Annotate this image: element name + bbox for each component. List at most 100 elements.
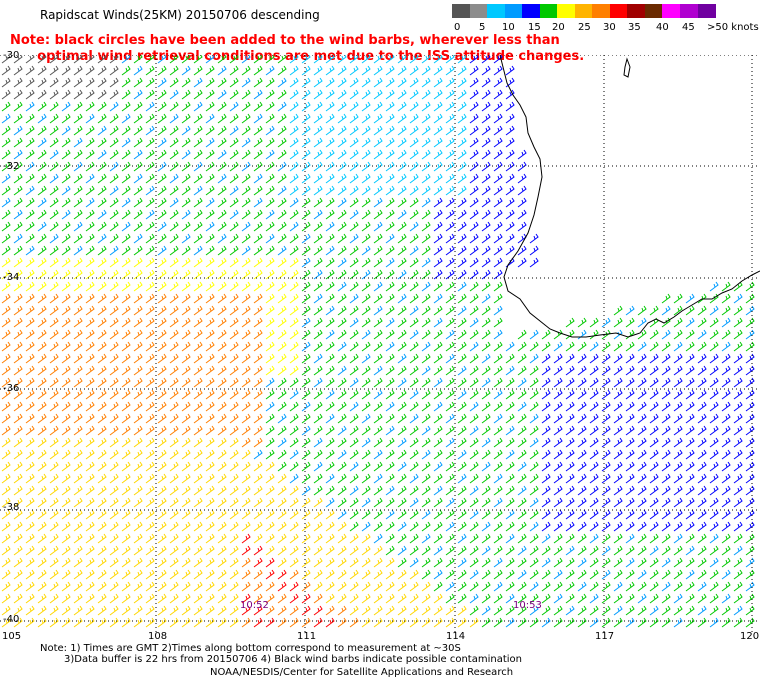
wind-barb <box>121 89 131 100</box>
wind-barb <box>337 173 347 184</box>
wind-barb <box>433 461 443 472</box>
wind-barb <box>1 281 11 292</box>
wind-barb <box>61 101 71 112</box>
legend-swatch <box>627 4 646 18</box>
wind-barb <box>121 365 131 376</box>
wind-barb <box>181 209 191 220</box>
wind-barb <box>349 125 359 136</box>
wind-barb <box>109 485 119 496</box>
wind-barb <box>517 401 527 412</box>
wind-barb <box>517 557 527 568</box>
wind-barb <box>121 269 131 280</box>
wind-barb <box>457 77 467 88</box>
wind-barb <box>493 149 503 160</box>
lat-lon-grid <box>0 55 760 633</box>
wind-barb <box>193 233 203 244</box>
wind-barb <box>133 101 143 112</box>
wind-barb <box>37 281 47 292</box>
wind-barb <box>85 437 95 448</box>
wind-barb <box>97 221 107 232</box>
wind-barb <box>709 425 719 436</box>
wind-barb <box>349 221 359 232</box>
wind-barb <box>193 497 203 508</box>
wind-barb <box>541 581 551 592</box>
wind-barb <box>37 125 47 136</box>
wind-barb <box>97 137 107 148</box>
wind-barb <box>121 329 131 340</box>
wind-barb <box>445 233 455 244</box>
wind-barb <box>373 305 383 316</box>
wind-barb <box>109 389 119 400</box>
wind-barb <box>529 365 539 376</box>
wind-barb <box>121 305 131 316</box>
wind-barb <box>469 77 479 88</box>
wind-barb <box>13 137 23 148</box>
wind-barb <box>181 605 191 616</box>
wind-barb <box>445 485 455 496</box>
wind-barb <box>469 197 479 208</box>
wind-barb <box>421 55 431 64</box>
wind-barb <box>229 293 239 304</box>
wind-barb <box>181 545 191 556</box>
wind-barb <box>457 65 467 76</box>
wind-barb <box>217 569 227 580</box>
wind-barb <box>49 113 59 124</box>
wind-barb <box>733 605 743 616</box>
wind-barb <box>409 341 419 352</box>
legend-swatch <box>452 4 470 18</box>
wind-barb <box>121 437 131 448</box>
wind-barb <box>193 389 203 400</box>
wind-barb <box>529 437 539 448</box>
wind-barb <box>433 65 443 76</box>
wind-barb <box>121 197 131 208</box>
wind-barb <box>469 605 479 616</box>
wind-barb <box>25 473 35 484</box>
wind-barb <box>385 281 395 292</box>
wind-barb <box>205 233 215 244</box>
wind-barb <box>157 77 167 88</box>
wind-barb <box>241 473 251 484</box>
wind-barb <box>697 353 707 364</box>
wind-barb <box>85 605 95 616</box>
wind-barb <box>613 617 623 628</box>
wind-barb <box>445 221 455 232</box>
wind-barb <box>241 269 251 280</box>
wind-barb <box>409 593 419 604</box>
wind-barb <box>277 101 287 112</box>
wind-barb <box>181 569 191 580</box>
wind-barb <box>373 221 383 232</box>
wind-barb <box>745 293 755 304</box>
wind-barb <box>301 425 311 436</box>
wind-barb <box>457 245 467 256</box>
wind-barb <box>313 593 323 604</box>
wind-barb <box>133 161 143 172</box>
wind-barb <box>697 329 707 340</box>
legend-label-10: 10 <box>502 22 515 33</box>
wind-barb <box>553 533 563 544</box>
wind-barb <box>241 365 251 376</box>
wind-barb <box>325 581 335 592</box>
wind-barb <box>97 55 107 64</box>
wind-barb <box>169 65 179 76</box>
wind-barb <box>445 329 455 340</box>
wind-barb <box>733 533 743 544</box>
wind-barb <box>109 281 119 292</box>
wind-barb <box>253 545 263 556</box>
wind-barb <box>505 185 515 196</box>
wind-barb <box>229 617 239 628</box>
wind-barb <box>649 569 659 580</box>
wind-barb <box>457 149 467 160</box>
wind-barb <box>337 125 347 136</box>
wind-barb <box>745 509 755 520</box>
wind-barb <box>325 317 335 328</box>
wind-barb <box>397 473 407 484</box>
wind-barb <box>469 185 479 196</box>
wind-barb <box>217 509 227 520</box>
wind-barb <box>697 305 707 316</box>
wind-barb <box>313 77 323 88</box>
wind-barb <box>145 377 155 388</box>
wind-barb <box>481 161 491 172</box>
wind-barb <box>13 89 23 100</box>
wind-barb <box>277 89 287 100</box>
wind-barb <box>85 497 95 508</box>
